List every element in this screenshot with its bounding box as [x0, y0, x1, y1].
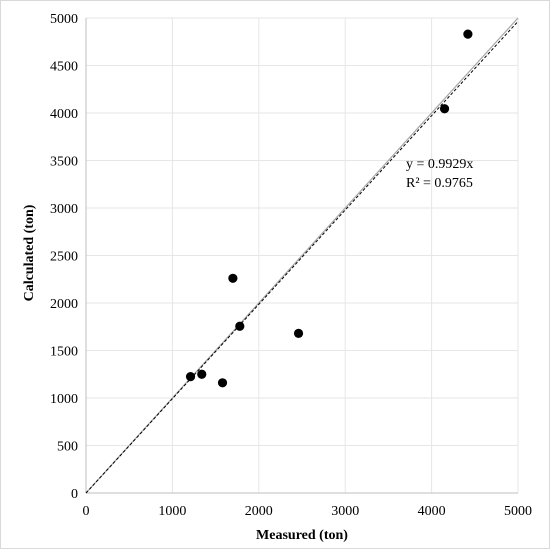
- data-points: [185, 29, 473, 388]
- x-tick-label: 5000: [504, 504, 532, 519]
- x-tick-label: 3000: [331, 504, 359, 519]
- tick-labels: 0 1000 2000 3000 4000 5000 0 500 1000 1500 2000 250…: [50, 12, 532, 519]
- y-tick-label: 2000: [50, 297, 78, 312]
- y-tick-label: 3000: [50, 202, 78, 217]
- y-tick-label: 500: [57, 440, 78, 455]
- r-squared-label: R² = 0.9765: [406, 176, 473, 191]
- y-tick-label: 1000: [50, 392, 78, 407]
- data-point: [293, 328, 304, 338]
- data-point: [235, 321, 245, 331]
- x-tick-label: 1000: [158, 504, 186, 519]
- data-point: [185, 372, 196, 382]
- x-tick-label: 2000: [245, 504, 273, 519]
- data-point: [439, 104, 450, 114]
- y-tick-label: 5000: [50, 12, 78, 27]
- y-tick-label: 4500: [50, 60, 78, 75]
- equation-label: y = 0.9929x: [406, 157, 473, 172]
- x-tick-label: 0: [83, 504, 90, 519]
- data-point: [228, 273, 238, 283]
- x-tick-label: 4000: [418, 504, 446, 519]
- axes: [85, 18, 518, 494]
- trendline: [85, 21, 519, 494]
- data-point: [197, 369, 207, 379]
- lines: [85, 17, 519, 494]
- data-point: [217, 378, 228, 388]
- y-axis-title: Calculated (ton): [22, 204, 37, 301]
- y-tick-label: 2500: [50, 250, 78, 265]
- y-tick-label: 0: [71, 487, 78, 502]
- y-tick-label: 3500: [50, 155, 78, 170]
- x-axis-title: Measured (ton): [256, 528, 348, 543]
- data-point: [463, 29, 473, 39]
- y-tick-label: 4000: [50, 107, 78, 122]
- y-tick-label: 1500: [50, 345, 78, 360]
